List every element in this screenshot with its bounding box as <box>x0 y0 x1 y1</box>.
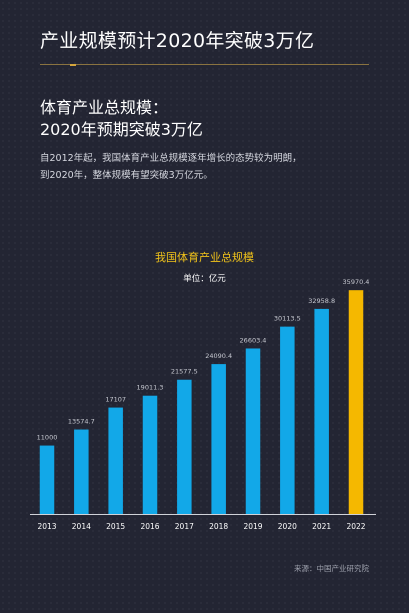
x-tick-label-2020: 2020 <box>278 522 297 531</box>
section-heading: 体育产业总规模： 2020年预期突破3万亿 <box>40 97 203 141</box>
value-label-2020: 30113.5 <box>274 315 301 323</box>
bar-2021 <box>314 308 329 514</box>
bar-2016 <box>142 395 158 514</box>
value-label-2017: 21577.5 <box>171 368 198 376</box>
bar-2022 <box>348 290 364 514</box>
x-tick-label-2022: 2022 <box>346 522 365 531</box>
x-tick-label-2019: 2019 <box>243 522 262 531</box>
value-label-2013: 11000 <box>37 434 58 442</box>
x-tick-label-2017: 2017 <box>175 522 194 531</box>
chart-title: 我国体育产业总规模 <box>155 251 254 264</box>
section-heading-line-2: 2020年预期突破3万亿 <box>40 120 203 139</box>
x-tick-label-2021: 2021 <box>312 522 331 531</box>
value-label-2021: 32958.8 <box>308 297 335 305</box>
description-line-2: 到2020年，整体规模有望突破3万亿元。 <box>40 170 213 181</box>
value-label-2014: 13574.7 <box>68 418 95 426</box>
x-tick-label-2018: 2018 <box>209 522 228 531</box>
source-credit: 来源：中国产业研究院 <box>294 564 369 573</box>
x-tick-label-2015: 2015 <box>106 522 125 531</box>
bar-2013 <box>39 445 55 514</box>
chart-unit-label: 单位：亿元 <box>183 274 226 284</box>
bar-2020 <box>280 326 295 514</box>
title-divider <box>40 63 369 66</box>
value-label-2015: 17107 <box>105 396 126 404</box>
value-label-2019: 26603.4 <box>240 336 267 344</box>
x-tick-label-2016: 2016 <box>140 522 159 531</box>
section-description: 自2012年起，我国体育产业总规模逐年增长的态势较为明朗， 到2020年，整体规… <box>40 150 380 184</box>
section-heading-line-1: 体育产业总规模： <box>40 98 169 117</box>
divider-accent <box>70 63 76 66</box>
value-label-2016: 19011.3 <box>137 384 164 392</box>
bar-2018 <box>211 364 226 514</box>
bar-2019 <box>245 348 261 514</box>
bar-2015 <box>108 407 123 514</box>
description-line-1: 自2012年起，我国体育产业总规模逐年增长的态势较为明朗， <box>40 153 302 164</box>
bar-2014 <box>74 429 89 514</box>
x-tick-label-2014: 2014 <box>72 522 91 531</box>
page-title: 产业规模预计2020年突破3万亿 <box>40 30 315 52</box>
bar-2017 <box>177 379 192 514</box>
x-tick-label-2013: 2013 <box>37 522 56 531</box>
value-label-2018: 24090.4 <box>205 352 232 360</box>
